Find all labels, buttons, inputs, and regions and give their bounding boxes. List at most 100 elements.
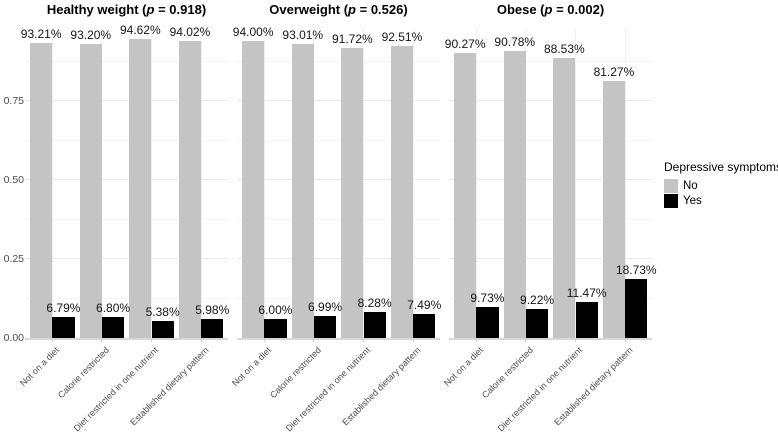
major-gridline: [237, 258, 440, 259]
category-gridline: [51, 28, 53, 338]
category-gridline: [575, 28, 576, 338]
x-axis-tick: [525, 338, 527, 342]
bar-value-label: 8.28%: [357, 295, 392, 310]
x-axis-tick: [412, 338, 414, 342]
bar-yes: [363, 311, 386, 338]
facet-panel: 93.21% 6.79% 93.20% 6.80% 94.62% 5.38% 94.02% 5…: [21, 24, 229, 342]
x-axis-tick: [101, 338, 103, 342]
bar-yes: [264, 319, 287, 338]
facet-title: Obese (p = 0.002): [496, 2, 605, 17]
bar-no: [291, 44, 314, 338]
legend-entry: No: [664, 179, 778, 193]
bar-value-label: 90.27%: [444, 36, 486, 51]
legend-entries: No Yes: [664, 179, 778, 208]
y-axis-tick-label: 0.50: [3, 173, 24, 186]
bar-value-label: 93.21%: [20, 27, 62, 42]
bar-value-label: 91.72%: [331, 32, 373, 47]
legend-title: Depressive symptoms: [664, 160, 778, 174]
y-axis-tick-label: 0.00: [3, 331, 24, 344]
x-axis-category-label: Diet restricted in one nutrient: [284, 345, 373, 434]
minor-gridline: [449, 297, 652, 299]
major-gridline: [449, 258, 652, 259]
bar-value-label: 7.49%: [407, 298, 442, 313]
bar-value-label: 93.20%: [70, 27, 112, 42]
major-gridline: [237, 179, 440, 180]
legend-entry-label: Yes: [683, 195, 702, 207]
major-gridline: [449, 100, 652, 101]
bar-value-label: 81.27%: [593, 65, 635, 80]
bar-no: [178, 40, 202, 338]
major-gridline: [237, 100, 440, 101]
bar-value-label: 94.02%: [169, 24, 211, 39]
x-axis-tick: [313, 338, 315, 342]
bar-yes: [52, 316, 75, 338]
minor-gridline: [237, 218, 440, 220]
x-axis-tick: [624, 338, 626, 342]
bar-yes: [313, 315, 337, 338]
category-gridline: [412, 28, 414, 338]
x-axis-category-label: Not on a diet: [442, 345, 486, 389]
bar-value-label: 5.98%: [195, 303, 230, 318]
minor-gridline: [449, 60, 652, 62]
bar-no: [129, 39, 152, 338]
minor-gridline: [449, 139, 652, 141]
bar-value-label: 18.73%: [615, 262, 657, 277]
facet-panel: 94.00% 6.00% 93.01% 6.99% 91.72% 8.28% 92.51% 7…: [233, 25, 441, 342]
x-axis-category-label: Diet restricted in one nutrient: [496, 345, 585, 434]
bar-value-label: 6.00%: [258, 303, 293, 318]
minor-gridline: [25, 60, 228, 62]
bar-yes: [413, 314, 436, 338]
bar-value-label: 6.99%: [308, 299, 343, 314]
minor-gridline: [25, 218, 228, 220]
major-gridline: [449, 179, 652, 180]
bar-value-label: 90.78%: [494, 35, 536, 50]
minor-gridline: [25, 297, 228, 299]
bar-yes: [476, 307, 499, 338]
category-gridline: [475, 28, 477, 338]
x-axis-tick: [575, 338, 576, 342]
bar-value-label: 9.73%: [470, 291, 505, 306]
x-axis-category-label: Not on a diet: [230, 345, 274, 389]
bar-yes: [151, 321, 174, 338]
legend-entry: Yes: [664, 194, 778, 208]
minor-gridline: [237, 139, 440, 141]
bar-yes: [201, 319, 224, 338]
bar-no: [390, 45, 414, 338]
category-gridline: [363, 28, 364, 338]
bar-value-label: 5.38%: [145, 305, 180, 319]
x-axis-category-label: Calorie restricted: [55, 345, 111, 401]
x-axis-tick: [51, 338, 53, 342]
x-axis-tick: [263, 338, 265, 342]
y-axis-tick-label: 0.25: [3, 252, 24, 265]
facet-title: Overweight (p = 0.526): [269, 2, 408, 17]
x-axis-tick: [151, 338, 152, 342]
legend-entry-label: No: [683, 180, 698, 192]
bar-value-label: 88.53%: [543, 42, 585, 57]
bar-value-label: 6.79%: [46, 300, 81, 315]
x-axis-tick: [200, 338, 202, 342]
bar-yes: [101, 316, 125, 338]
x-axis-category-label: Calorie restricted: [267, 345, 323, 401]
bar-yes: [625, 278, 648, 338]
category-gridline: [263, 28, 265, 338]
bar-no: [30, 43, 53, 338]
major-gridline: [25, 179, 228, 180]
minor-gridline: [237, 297, 440, 299]
bar-no: [503, 51, 526, 338]
bar-value-label: 11.47%: [566, 285, 607, 300]
bar-yes: [575, 301, 598, 338]
legend-swatch-no: [664, 179, 678, 193]
category-gridline: [624, 28, 626, 338]
x-axis-category-label: Diet restricted in one nutrient: [72, 345, 161, 434]
bar-value-label: 93.01%: [282, 28, 324, 43]
x-axis-category-label: Calorie restricted: [479, 345, 535, 401]
facet-title: Healthy weight (p = 0.918): [46, 2, 207, 17]
x-axis-category-label: Not on a diet: [18, 345, 62, 389]
major-gridline: [25, 100, 228, 101]
minor-gridline: [449, 218, 652, 220]
category-gridline: [200, 28, 202, 338]
bar-no: [341, 48, 364, 338]
bar-no: [454, 52, 477, 338]
category-gridline: [151, 28, 152, 338]
